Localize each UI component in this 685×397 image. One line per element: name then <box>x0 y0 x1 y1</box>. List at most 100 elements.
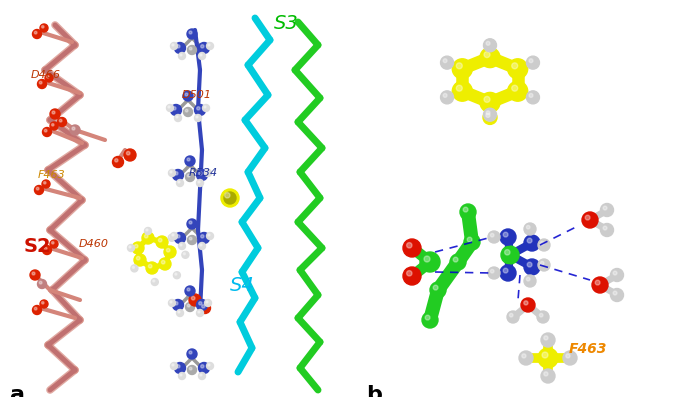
Circle shape <box>480 48 500 67</box>
Circle shape <box>34 31 37 34</box>
Text: D460: D460 <box>79 239 109 249</box>
Circle shape <box>197 170 208 181</box>
Circle shape <box>197 179 203 187</box>
Circle shape <box>198 181 200 183</box>
Circle shape <box>175 172 178 175</box>
Circle shape <box>443 93 447 97</box>
Circle shape <box>50 122 58 130</box>
Circle shape <box>208 44 210 46</box>
Circle shape <box>178 311 180 313</box>
Circle shape <box>508 59 527 79</box>
Circle shape <box>488 267 500 279</box>
Circle shape <box>39 281 42 284</box>
Circle shape <box>42 180 50 188</box>
Circle shape <box>403 239 421 257</box>
Circle shape <box>224 192 236 204</box>
Circle shape <box>199 303 210 314</box>
Circle shape <box>186 109 188 112</box>
Circle shape <box>40 24 48 32</box>
Circle shape <box>221 189 239 207</box>
Circle shape <box>610 268 623 281</box>
Circle shape <box>187 158 190 161</box>
Circle shape <box>420 252 440 272</box>
Circle shape <box>603 226 607 230</box>
Circle shape <box>34 185 44 195</box>
Circle shape <box>127 245 134 252</box>
Circle shape <box>538 348 558 368</box>
Circle shape <box>407 271 412 276</box>
Circle shape <box>38 79 47 89</box>
Circle shape <box>185 286 195 296</box>
Circle shape <box>544 336 548 340</box>
Circle shape <box>178 181 180 183</box>
Circle shape <box>510 313 513 317</box>
Circle shape <box>526 225 530 229</box>
Circle shape <box>200 374 202 376</box>
Circle shape <box>177 365 180 368</box>
Circle shape <box>42 127 51 137</box>
Circle shape <box>188 235 197 245</box>
Circle shape <box>183 91 193 101</box>
Circle shape <box>540 241 544 245</box>
Circle shape <box>50 240 58 248</box>
Circle shape <box>467 237 472 242</box>
Circle shape <box>145 227 151 235</box>
Circle shape <box>172 44 174 46</box>
Circle shape <box>601 224 614 237</box>
Circle shape <box>173 170 184 181</box>
Circle shape <box>186 303 195 312</box>
Circle shape <box>425 315 430 320</box>
Circle shape <box>180 374 182 376</box>
Text: S2: S2 <box>24 237 51 256</box>
Circle shape <box>189 237 192 240</box>
Circle shape <box>483 110 497 124</box>
Circle shape <box>585 215 590 220</box>
Circle shape <box>124 149 136 161</box>
Circle shape <box>500 265 516 281</box>
Circle shape <box>601 204 614 216</box>
Circle shape <box>464 234 480 250</box>
Circle shape <box>179 372 186 380</box>
Circle shape <box>199 243 205 249</box>
Circle shape <box>452 59 472 79</box>
Circle shape <box>32 272 35 275</box>
Circle shape <box>47 75 49 78</box>
Circle shape <box>187 288 190 291</box>
Circle shape <box>542 352 548 358</box>
Circle shape <box>156 236 168 248</box>
Circle shape <box>512 63 518 69</box>
Circle shape <box>519 351 533 365</box>
Circle shape <box>500 229 516 245</box>
Circle shape <box>32 306 42 314</box>
Circle shape <box>490 233 494 237</box>
Circle shape <box>203 104 210 112</box>
Circle shape <box>151 279 158 285</box>
Circle shape <box>524 275 536 287</box>
Circle shape <box>180 244 182 246</box>
Circle shape <box>205 170 212 177</box>
Circle shape <box>199 172 202 175</box>
Circle shape <box>185 93 188 96</box>
Circle shape <box>613 291 617 295</box>
Circle shape <box>508 81 527 101</box>
Circle shape <box>177 45 180 48</box>
Circle shape <box>197 299 208 310</box>
Circle shape <box>195 114 201 121</box>
Circle shape <box>201 365 204 368</box>
Circle shape <box>206 362 214 370</box>
Circle shape <box>132 242 144 254</box>
Circle shape <box>175 233 186 243</box>
Circle shape <box>131 265 138 272</box>
Circle shape <box>170 236 172 238</box>
Circle shape <box>44 181 46 184</box>
Circle shape <box>162 260 165 264</box>
Circle shape <box>484 52 490 58</box>
Circle shape <box>186 173 195 181</box>
Circle shape <box>422 312 438 328</box>
Circle shape <box>134 254 146 266</box>
Circle shape <box>39 81 42 84</box>
Circle shape <box>480 93 500 112</box>
Circle shape <box>60 119 62 122</box>
Circle shape <box>177 235 180 238</box>
Circle shape <box>169 170 175 177</box>
